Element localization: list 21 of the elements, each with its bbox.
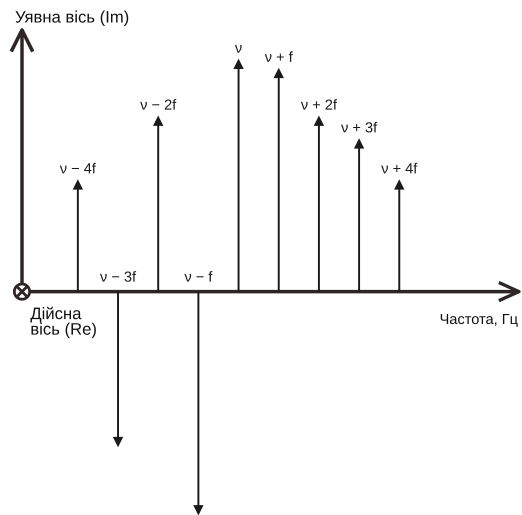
point [394,180,404,190]
point [193,505,204,515]
x-axis-title: Частота, Гц [440,314,518,327]
annotation: Дійсна вісь (Re) [30,306,96,338]
point [314,116,324,126]
x-tick-label: ν − f [184,271,212,282]
x-tick-label: ν − 3f [100,271,136,282]
x-tick-label: ν + f [264,51,293,62]
point [113,436,123,447]
x-tick-label: ν + 3f [341,122,378,133]
x-tick-label: ν [234,45,242,53]
x-tick-label: ν − 4f [60,162,96,174]
x-tick-label: ν − 2f [140,99,176,110]
y-axis-title: Уявна вісь (Im) [15,10,128,26]
x-tick-label: ν + 4f [381,162,418,174]
point [72,180,83,190]
point [274,68,284,78]
x-tick-label: ν + 2f [300,99,337,110]
point [354,138,364,149]
point [234,59,244,70]
point [153,116,164,126]
